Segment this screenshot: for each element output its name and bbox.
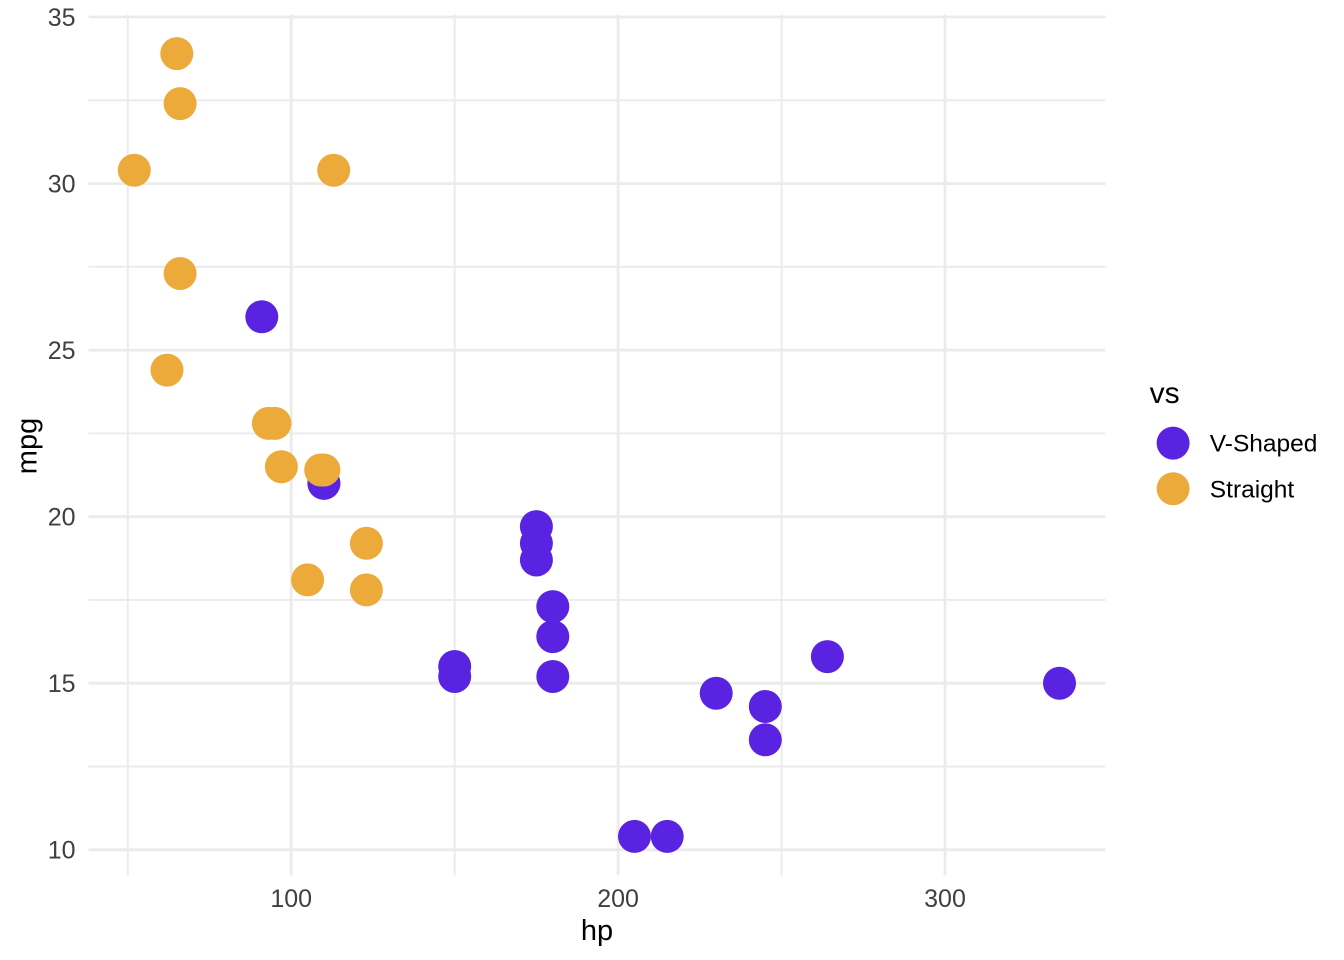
- svg-text:25: 25: [48, 337, 76, 365]
- svg-text:300: 300: [924, 885, 966, 913]
- svg-text:200: 200: [597, 885, 639, 913]
- svg-text:100: 100: [270, 885, 312, 913]
- svg-text:vs: vs: [1150, 377, 1180, 410]
- svg-text:hp: hp: [581, 915, 613, 947]
- svg-text:15: 15: [48, 670, 76, 698]
- svg-text:10: 10: [48, 837, 76, 865]
- svg-text:20: 20: [48, 504, 76, 532]
- svg-text:V-Shaped: V-Shaped: [1210, 431, 1318, 458]
- svg-text:mpg: mpg: [11, 418, 43, 474]
- svg-text:35: 35: [48, 4, 76, 32]
- svg-text:Straight: Straight: [1210, 477, 1295, 504]
- svg-text:30: 30: [48, 170, 76, 198]
